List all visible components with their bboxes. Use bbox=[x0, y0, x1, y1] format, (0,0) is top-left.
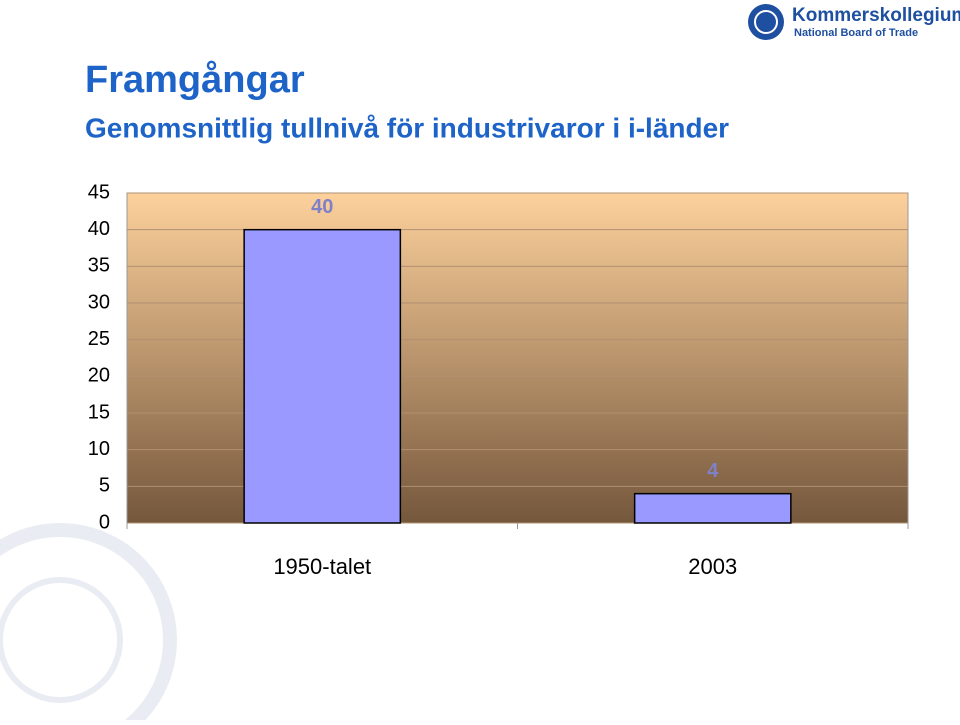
slide-title: Framgångar bbox=[85, 59, 305, 101]
y-tick-label: 45 bbox=[88, 181, 110, 203]
logo-subtitle: National Board of Trade bbox=[794, 27, 918, 39]
y-tick-label: 0 bbox=[99, 511, 110, 533]
logo-name: Kommerskollegium bbox=[792, 5, 960, 26]
y-tick-label: 10 bbox=[88, 438, 110, 460]
y-tick-label: 40 bbox=[88, 218, 110, 240]
slide-subtitle: Genomsnittlig tullnivå för industrivaror… bbox=[85, 112, 729, 143]
watermark bbox=[0, 523, 177, 725]
value-label: 4 bbox=[707, 460, 719, 482]
y-tick-label: 20 bbox=[88, 365, 110, 387]
y-tick-label: 15 bbox=[88, 401, 110, 423]
y-tick-label: 35 bbox=[88, 255, 110, 277]
y-tick-label: 25 bbox=[88, 328, 110, 350]
bar bbox=[243, 228, 402, 524]
x-tick-label: 1950-talet bbox=[273, 554, 371, 579]
y-tick-label: 30 bbox=[88, 291, 110, 313]
y-tick-label: 5 bbox=[99, 475, 110, 497]
value-label: 40 bbox=[311, 196, 333, 218]
logo: Kommerskollegium National Board of Trade bbox=[748, 4, 960, 40]
bar bbox=[633, 492, 792, 524]
x-tick-label: 2003 bbox=[688, 554, 737, 579]
